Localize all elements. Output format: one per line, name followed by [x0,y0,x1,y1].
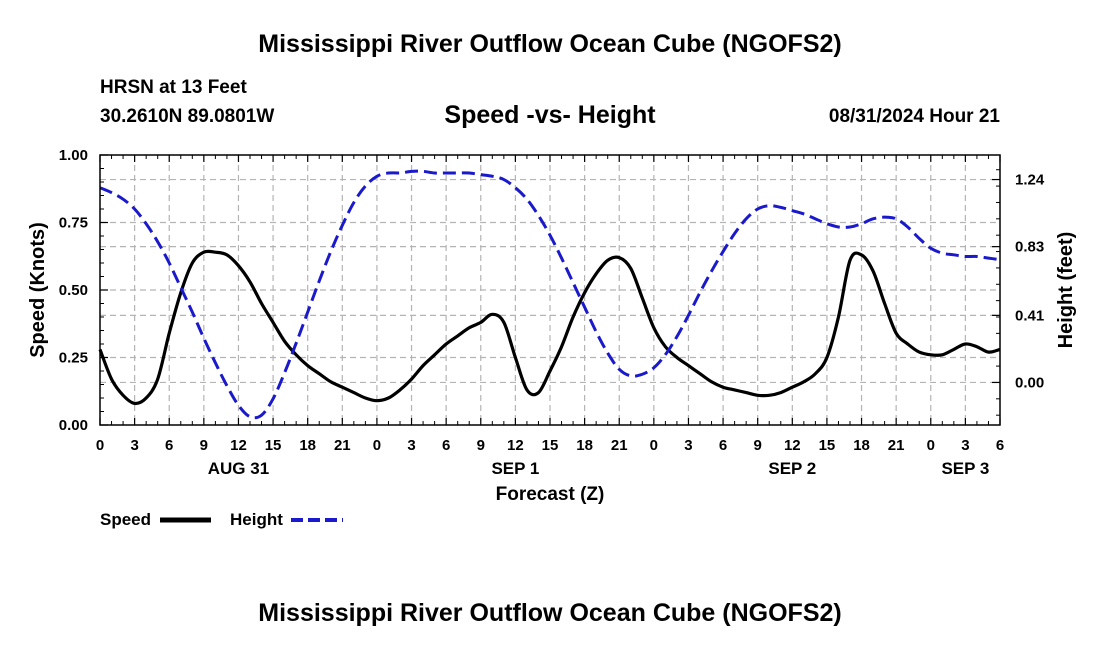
x-tick-label: 0 [373,437,381,454]
y-tick-label: 0.75 [59,215,88,232]
x-day-label: AUG 31 [208,459,269,478]
x-tick-label: 0 [650,437,658,454]
y2-tick-label: 0.41 [1015,307,1044,324]
x-tick-label: 3 [130,437,138,454]
x-tick-label: 9 [477,437,485,454]
chart-subtitle: Speed -vs- Height [444,101,656,129]
x-tick-label: 3 [684,437,692,454]
x-tick-label: 18 [576,437,593,454]
x-tick-label: 12 [784,437,801,454]
x-tick-label: 21 [611,437,628,454]
y-tick-label: 0.00 [59,417,88,434]
x-tick-label: 9 [200,437,208,454]
y-tick-label: 0.50 [59,282,88,299]
x-tick-label: 12 [230,437,247,454]
axes: 0 3 6 9 12 15 18 21 0 3 6 9 12 15 18 21 0 3 6 9 12 15 18 21 0 3 6 A… [59,147,1045,478]
station-label: HRSN at 13 Feet [100,77,247,98]
x-tick-label: 15 [265,437,282,454]
x-day-label: SEP 3 [941,459,989,478]
station-coordinates: 30.2610N 89.0801W [100,106,275,127]
y-axis-label: Speed (Knots) [27,222,49,358]
footer-title: Mississippi River Outflow Ocean Cube (NG… [258,599,842,627]
chart-title: Mississippi River Outflow Ocean Cube (NG… [258,30,842,58]
x-tick-label: 21 [334,437,351,454]
legend-label-speed: Speed [100,510,151,529]
x-tick-label: 6 [442,437,450,454]
x-tick-label: 6 [165,437,173,454]
x-tick-label: 0 [96,437,104,454]
x-tick-label: 9 [754,437,762,454]
x-day-label: SEP 1 [491,459,539,478]
x-axis-label: Forecast (Z) [496,484,605,505]
y2-tick-label: 0.00 [1015,374,1044,391]
x-tick-label: 18 [853,437,870,454]
x-tick-label: 18 [299,437,316,454]
y2-axis-label: Height (feet) [1055,232,1077,349]
x-tick-label: 15 [542,437,559,454]
x-tick-label: 21 [888,437,905,454]
x-tick-label: 12 [507,437,524,454]
x-tick-label: 6 [719,437,727,454]
x-tick-label: 0 [927,437,935,454]
y-tick-label: 1.00 [59,147,88,164]
y-tick-label: 0.25 [59,350,88,367]
x-tick-label: 15 [819,437,836,454]
y2-tick-label: 0.83 [1015,239,1044,256]
series-line-height [99,169,1001,420]
series-line-speed [98,249,1001,406]
grid-lines [100,155,1000,425]
legend: Speed Height [100,510,343,529]
forecast-datetime: 08/31/2024 Hour 21 [828,106,1000,127]
y2-tick-label: 1.24 [1015,172,1045,189]
series-lines [98,169,1001,420]
x-tick-label: 3 [961,437,969,454]
x-tick-label: 3 [407,437,415,454]
legend-label-height: Height [230,510,283,529]
x-day-label: SEP 2 [768,459,816,478]
x-tick-label: 6 [996,437,1004,454]
